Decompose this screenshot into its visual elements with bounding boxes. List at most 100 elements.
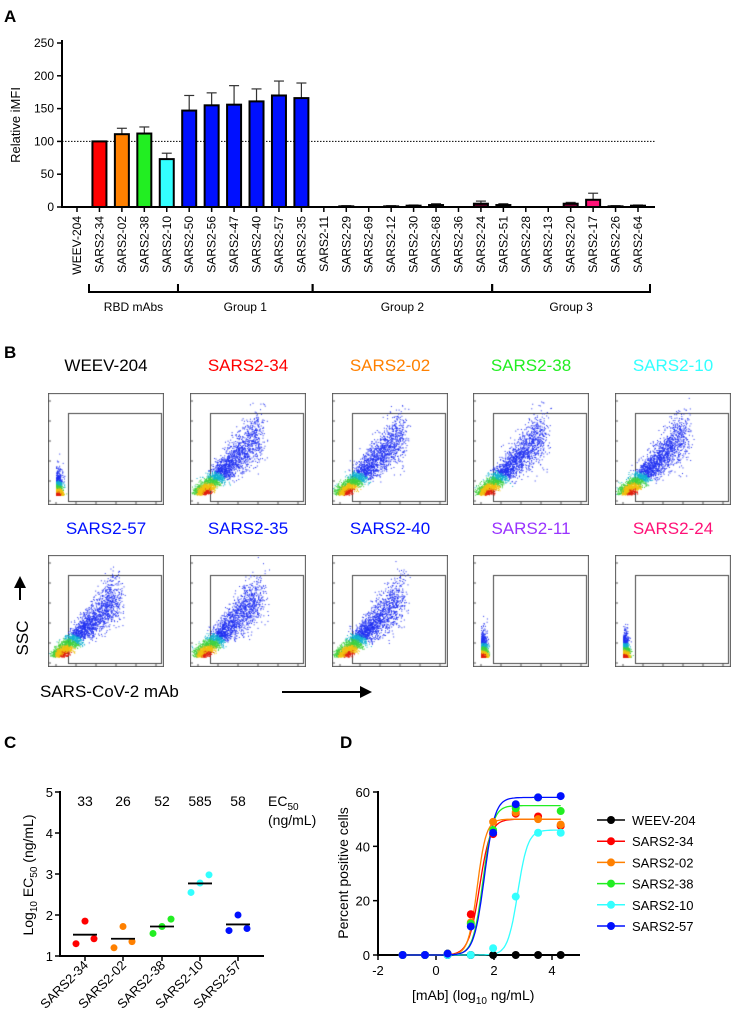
flow-density-plot	[332, 393, 448, 505]
y-axis-label-part: EC	[20, 878, 36, 901]
data-point	[511, 892, 520, 901]
y-axis-label: Relative iMFI	[8, 87, 23, 163]
y-tick-label: 60	[356, 785, 370, 800]
panel-label-D: D	[340, 733, 352, 752]
x-tick-label: SARS2-35	[294, 216, 308, 273]
data-point	[511, 951, 520, 959]
data-point	[187, 888, 195, 896]
y-tick-label: 5	[46, 785, 53, 800]
flow-plot-title: SARS2-35	[207, 519, 289, 538]
y-tick-label: 250	[34, 36, 54, 50]
bar	[428, 204, 445, 208]
bar	[270, 94, 287, 208]
y-axis-label-part: 50	[29, 866, 40, 878]
data-point	[489, 828, 498, 837]
legend-marker	[607, 858, 615, 867]
x-axis-label: SARS-CoV-2 mAb	[40, 682, 179, 701]
x-axis-label-part: ng/mL)	[487, 987, 534, 1003]
x-tick-label: SARS2-11	[317, 216, 331, 272]
bar	[226, 103, 243, 208]
x-tick-label: WEEV-204	[70, 216, 84, 275]
data-point	[72, 940, 80, 948]
ec50-value: 585	[188, 793, 212, 809]
data-point	[90, 935, 98, 943]
data-point	[534, 828, 543, 837]
y-tick-label: 0	[47, 200, 54, 214]
y-tick-label: 50	[41, 167, 55, 181]
data-point	[556, 792, 565, 801]
bar	[158, 158, 175, 208]
x-tick-label: SARS2-29	[339, 216, 353, 273]
legend-marker	[607, 837, 615, 846]
flow-density-plot	[190, 393, 306, 505]
legend-label: WEEV-204	[632, 813, 696, 828]
flow-density-plot	[332, 555, 448, 667]
legend-marker	[607, 900, 615, 909]
flow-plot-title: SARS2-24	[632, 519, 714, 538]
flow-plot-title: WEEV-204	[64, 356, 148, 375]
legend-label: SARS2-38	[632, 877, 693, 892]
x-tick-label: SARS2-24	[474, 216, 488, 273]
x-tick-label: SARS2-69	[362, 216, 376, 273]
bar	[562, 202, 579, 209]
y-tick-label: 4	[46, 826, 53, 841]
flow-plot-title: SARS2-38	[490, 356, 572, 375]
data-point	[556, 807, 565, 816]
x-tick-label: -2	[372, 963, 384, 978]
flow-plot-title: SARS2-57	[65, 519, 147, 538]
group-label: Group 2	[381, 300, 425, 314]
group-label: Group 3	[549, 300, 593, 314]
group-label: RBD mAbs	[104, 300, 163, 314]
flow-density-plot	[615, 555, 731, 667]
legend-marker	[607, 922, 615, 930]
legend-label: SARS2-02	[632, 855, 693, 870]
x-tick-label: SARS2-30	[407, 216, 421, 273]
data-point	[511, 800, 520, 809]
x-tick-label: 2	[490, 963, 497, 978]
flow-plot-title: SARS2-02	[349, 356, 431, 375]
y-tick-label: 200	[34, 69, 54, 83]
flow-plot-title: SARS2-11	[491, 519, 571, 538]
x-axis-label-part: [mAb] (log	[412, 987, 476, 1003]
data-point	[225, 927, 233, 935]
ec50-header-main: EC	[268, 793, 287, 809]
flow-density-plot	[48, 393, 164, 505]
data-point	[243, 925, 251, 933]
y-axis-label-part: Log	[20, 912, 36, 935]
y-tick-label: 3	[46, 867, 53, 882]
bar	[181, 109, 198, 208]
data-point	[167, 915, 175, 923]
bar	[472, 202, 489, 209]
ec50-value: 58	[230, 793, 246, 809]
bar	[607, 205, 624, 208]
flow-density-plot	[615, 393, 731, 505]
bar	[338, 205, 355, 208]
flow-plot-title: SARS2-34	[207, 356, 289, 375]
legend-label: SARS2-34	[632, 834, 693, 849]
bar	[630, 204, 646, 209]
ec50-value: 26	[115, 793, 131, 809]
ec50-units: (ng/mL)	[268, 812, 316, 828]
flow-density-plot	[473, 393, 589, 505]
bar	[383, 205, 400, 208]
y-axis-label: Log10 EC50 (ng/mL)	[20, 814, 40, 935]
data-point	[466, 922, 475, 931]
x-axis-label-part: 10	[476, 996, 488, 1007]
data-point	[489, 944, 498, 953]
up-arrow-icon	[14, 576, 26, 588]
data-point	[556, 951, 565, 959]
legend-label: SARS2-57	[632, 919, 693, 934]
legend-marker	[607, 879, 615, 888]
y-axis-label-part: (ng/mL)	[20, 814, 36, 866]
y-axis-label: Percent positive cells	[335, 807, 351, 939]
data-point	[119, 922, 127, 930]
x-tick-label: SARS2-47	[227, 216, 241, 273]
x-tick-label: 0	[432, 963, 439, 978]
fit-curve	[402, 804, 561, 956]
ec50-value: 33	[77, 793, 93, 809]
data-point	[466, 910, 475, 919]
x-tick-label: SARS2-64	[631, 216, 645, 273]
x-tick-label: SARS2-10	[160, 216, 174, 273]
